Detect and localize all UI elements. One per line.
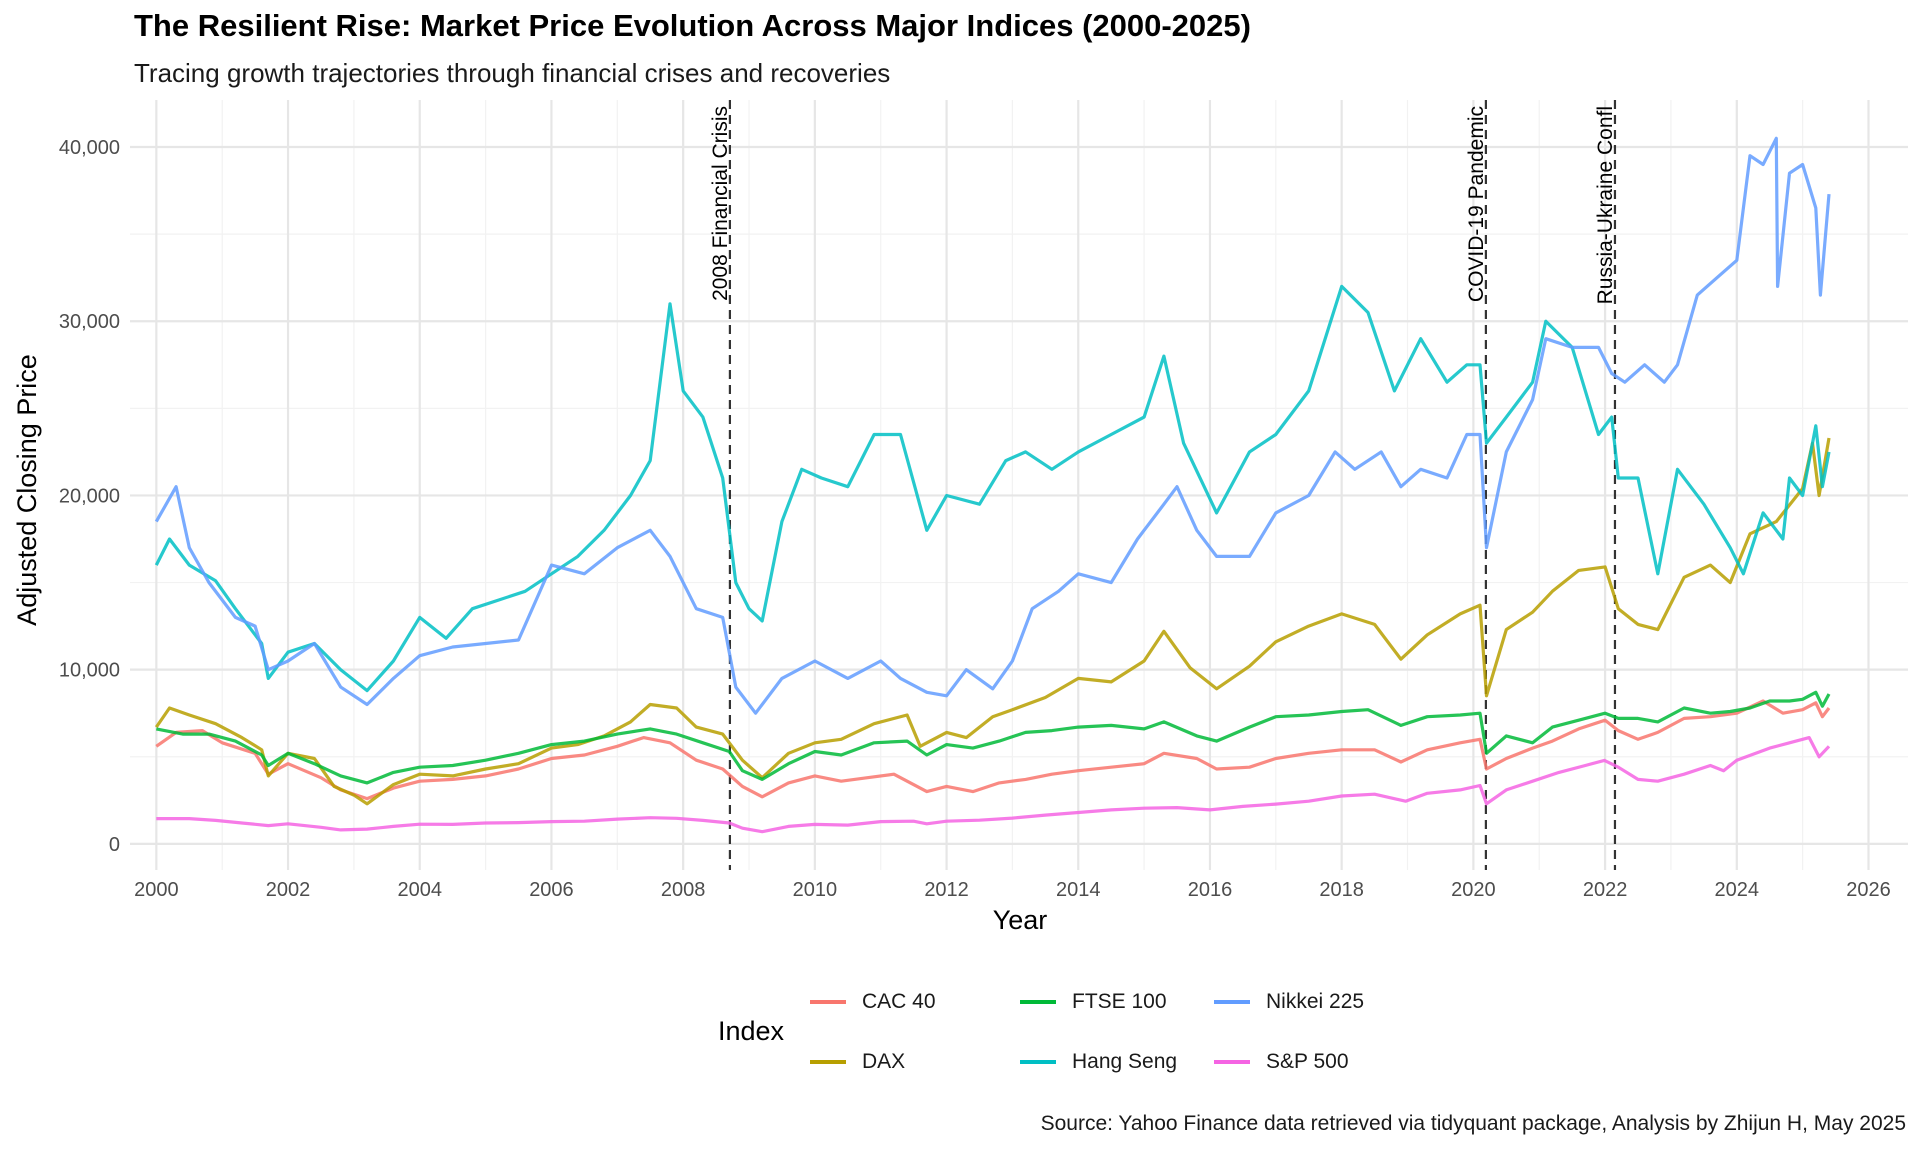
legend-label: CAC 40: [862, 990, 936, 1013]
legend-label: Nikkei 225: [1266, 990, 1365, 1013]
legend-label: DAX: [862, 1050, 906, 1073]
y-tick-label: 30,000: [59, 311, 120, 333]
legend-item: CAC 40: [810, 990, 936, 1014]
legend-key: [1214, 1060, 1250, 1064]
legend-key: [810, 1000, 846, 1004]
y-tick-label: 40,000: [59, 137, 120, 159]
x-axis-ticks: 2000 2002 2004 2006 2008 2010 2012 2014 2016 2018…: [134, 879, 1891, 901]
x-tick-label: 2006: [529, 879, 574, 901]
event-label: Russia-Ukraine Confl: [1594, 106, 1617, 304]
y-axis-title: Adjusted Closing Price: [12, 354, 42, 626]
x-tick-label: 2014: [1056, 879, 1101, 901]
legend-label: S&P 500: [1266, 1050, 1349, 1073]
x-axis-title: Year: [993, 905, 1048, 935]
x-tick-label: 2002: [266, 879, 311, 901]
x-tick-label: 2024: [1715, 879, 1760, 901]
event-annotations: 2008 Financial Crisis COVID-19 Pandemic Ru…: [709, 100, 1617, 870]
y-tick-label: 20,000: [59, 485, 120, 507]
legend: Index CAC 40 FTSE 100 Nikkei 225 DAX Hang Se…: [718, 978, 1418, 1108]
legend-item: FTSE 100: [1020, 990, 1167, 1014]
x-tick-label: 2026: [1846, 879, 1891, 901]
event-label: 2008 Financial Crisis: [709, 106, 732, 301]
legend-key: [1020, 1000, 1056, 1004]
x-tick-label: 2012: [924, 879, 969, 901]
x-tick-label: 2018: [1319, 879, 1364, 901]
legend-item: Nikkei 225: [1214, 990, 1364, 1014]
y-axis-ticks: 0 10,000 20,000 30,000 40,000: [59, 137, 120, 856]
x-tick-label: 2004: [397, 879, 442, 901]
legend-key: [1020, 1060, 1056, 1064]
series-lines: [154, 136, 1831, 834]
y-tick-label: 10,000: [59, 660, 120, 682]
legend-label: Hang Seng: [1072, 1050, 1178, 1073]
x-tick-label: 2022: [1583, 879, 1628, 901]
legend-label: FTSE 100: [1072, 990, 1167, 1013]
x-tick-label: 2010: [793, 879, 838, 901]
chart-subtitle: Tracing growth trajectories through fina…: [134, 58, 891, 88]
x-tick-label: 2016: [1188, 879, 1233, 901]
x-tick-label: 2008: [661, 879, 706, 901]
legend-item: DAX: [810, 1050, 905, 1074]
chart-title: The Resilient Rise: Market Price Evoluti…: [134, 8, 1251, 43]
y-tick-label: 0: [109, 834, 120, 856]
legend-title: Index: [718, 1016, 785, 1046]
series-line-s-p-500: [156, 736, 1831, 834]
x-tick-label: 2020: [1451, 879, 1496, 901]
event-label: COVID-19 Pandemic: [1465, 106, 1488, 302]
series-line-nikkei-225: [154, 136, 1831, 715]
x-tick-label: 2000: [134, 879, 179, 901]
legend-key: [1214, 1000, 1250, 1004]
legend-item: Hang Seng: [1020, 1050, 1177, 1074]
series-line-ftse-100: [155, 690, 1831, 785]
series-line-cac-40: [155, 699, 1831, 801]
source-caption: Source: Yahoo Finance data retrieved via…: [1040, 1112, 1906, 1135]
grid: [130, 100, 1908, 870]
legend-key: [810, 1060, 846, 1064]
series-line-dax: [154, 437, 1831, 806]
series-line-hang-seng: [154, 284, 1831, 693]
legend-item: S&P 500: [1214, 1050, 1349, 1074]
